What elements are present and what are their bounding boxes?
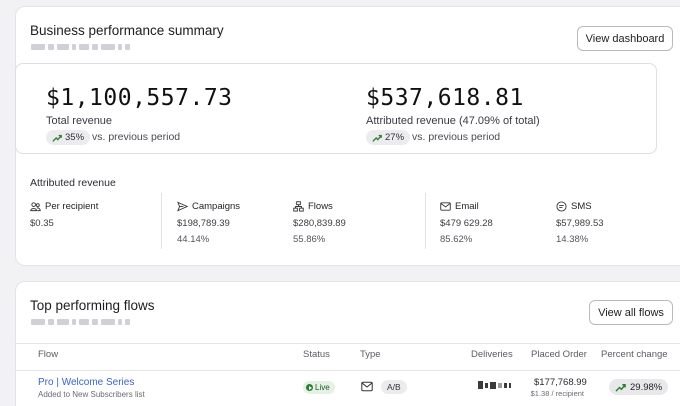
metric-divider xyxy=(425,193,426,249)
column-header-percent-change[interactable]: Percent change xyxy=(601,349,668,360)
column-header-status[interactable]: Status xyxy=(303,349,330,360)
total-revenue-value: $1,100,557.73 xyxy=(46,85,233,111)
total-revenue-change-value: 35% xyxy=(65,132,85,143)
metric-flows: Flows $280,839.89 55.86% xyxy=(293,200,346,246)
metric-value: $479 629.28 xyxy=(440,218,493,229)
total-revenue-change-badge: 35% xyxy=(46,130,91,145)
summary-title: Business performance summary xyxy=(30,23,224,38)
placed-order-per-recipient: $1.38 / recipient xyxy=(530,389,584,398)
sms-icon xyxy=(556,200,567,212)
play-icon xyxy=(306,384,313,391)
metric-label: Campaigns xyxy=(192,200,241,212)
summary-date-range-redacted xyxy=(31,44,130,50)
metric-percent: 85.62% xyxy=(440,234,473,245)
attributed-revenue-vs-text: vs. previous period xyxy=(412,131,501,143)
percent-change-badge: 29.98% xyxy=(609,379,669,395)
metric-label: Flows xyxy=(308,200,333,212)
attributed-revenue-change-badge: 27% xyxy=(366,130,411,145)
status-text: Live xyxy=(315,383,330,392)
metric-label: Per recipient xyxy=(45,200,99,212)
metric-divider xyxy=(161,193,162,249)
placed-order-value: $177,768.99 xyxy=(534,377,587,388)
flow-type-badge: A/B xyxy=(381,380,407,394)
attributed-revenue-value: $537,618.81 xyxy=(366,85,524,111)
metric-value: $198,789.39 xyxy=(177,218,230,229)
trend-up-icon xyxy=(52,134,62,142)
metric-percent: 55.86% xyxy=(293,234,326,245)
send-icon xyxy=(177,200,188,212)
attributed-revenue-label: Attributed revenue (47.09% of total) xyxy=(366,115,540,127)
view-dashboard-button[interactable]: View dashboard xyxy=(577,26,673,51)
attributed-revenue-change-value: 27% xyxy=(385,132,405,143)
column-header-flow[interactable]: Flow xyxy=(38,349,59,360)
total-revenue-label: Total revenue xyxy=(46,115,113,127)
flows-icon xyxy=(293,200,304,212)
mail-icon xyxy=(440,201,451,211)
revenue-summary-box xyxy=(15,63,657,154)
view-all-flows-button[interactable]: View all flows xyxy=(589,300,673,325)
total-revenue-vs-text: vs. previous period xyxy=(92,131,181,143)
metric-value: $57,989.53 xyxy=(556,218,604,229)
metric-percent: 14.38% xyxy=(556,234,589,245)
metric-email: Email $479 629.28 85.62% xyxy=(440,200,493,246)
column-header-type[interactable]: Type xyxy=(360,349,381,360)
column-header-deliveries[interactable]: Deliveries xyxy=(471,349,513,360)
column-header-placed-order[interactable]: Placed Order xyxy=(531,349,587,360)
flow-trigger-text: Added to New Subscribers list xyxy=(38,390,145,399)
table-header-divider xyxy=(15,370,680,371)
status-badge: Live xyxy=(303,381,335,394)
metric-per-recipient: Per recipient $0.35 xyxy=(30,200,99,230)
deliveries-redacted xyxy=(478,381,511,389)
people-icon xyxy=(30,201,41,211)
flows-title: Top performing flows xyxy=(30,298,155,313)
metric-percent: 44.14% xyxy=(177,234,210,245)
metric-value: $280,839.89 xyxy=(293,218,346,229)
attributed-revenue-section-label: Attributed revenue xyxy=(30,177,116,189)
metric-label: SMS xyxy=(571,200,592,212)
flow-name-link[interactable]: Pro | Welcome Series xyxy=(38,377,135,388)
trend-up-icon xyxy=(372,134,382,142)
percent-change-value: 29.98% xyxy=(630,381,663,393)
metric-value: $0.35 xyxy=(30,218,54,229)
table-top-divider xyxy=(15,343,680,344)
metric-label: Email xyxy=(455,200,479,212)
mail-icon xyxy=(361,381,373,392)
trend-up-icon xyxy=(615,383,626,392)
metric-sms: SMS $57,989.53 14.38% xyxy=(556,200,604,246)
metric-campaigns: Campaigns $198,789.39 44.14% xyxy=(177,200,241,246)
flows-date-range-redacted xyxy=(31,319,130,325)
